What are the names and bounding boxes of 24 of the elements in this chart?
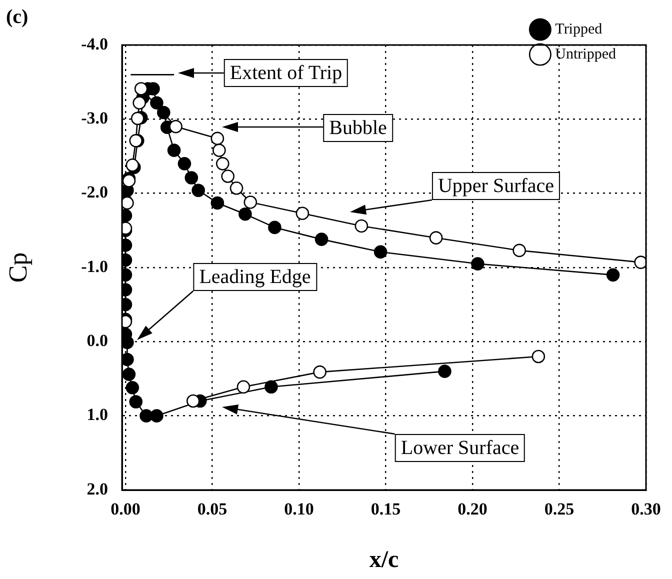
annotation: Bubble: [323, 114, 393, 142]
annotation: Upper Surface: [432, 172, 560, 200]
chart-title: (c): [6, 6, 28, 29]
y-tick-label: -4.0: [81, 34, 108, 54]
x-tick-label: 0.25: [544, 500, 574, 519]
legend-label: Tripped: [555, 21, 603, 38]
annotation: Leading Edge: [193, 263, 317, 291]
x-tick-label: 0.20: [458, 500, 488, 519]
annotation: Extent of Trip: [224, 59, 348, 87]
x-tick-label: 0.10: [284, 500, 314, 519]
y-tick-label: 0.0: [86, 331, 108, 350]
x-tick-label: 0.00: [110, 500, 140, 519]
x-tick-label: 0.30: [631, 500, 661, 519]
legend-label: Untripped: [555, 46, 616, 62]
x-tick-label: 0.15: [370, 500, 401, 519]
x-axis-title: x/c: [369, 546, 400, 573]
y-tick-label: -2.0: [81, 182, 108, 202]
x-tick-label: 0.05: [197, 500, 228, 519]
y-tick-label: -3.0: [81, 108, 108, 128]
y-tick-label: 1.0: [86, 405, 108, 424]
annotation: Lower Surface: [394, 434, 526, 462]
y-tick-label: -1.0: [81, 256, 108, 276]
y-axis-title: Cp: [3, 252, 32, 283]
y-tick-label: 2.0: [86, 479, 108, 498]
